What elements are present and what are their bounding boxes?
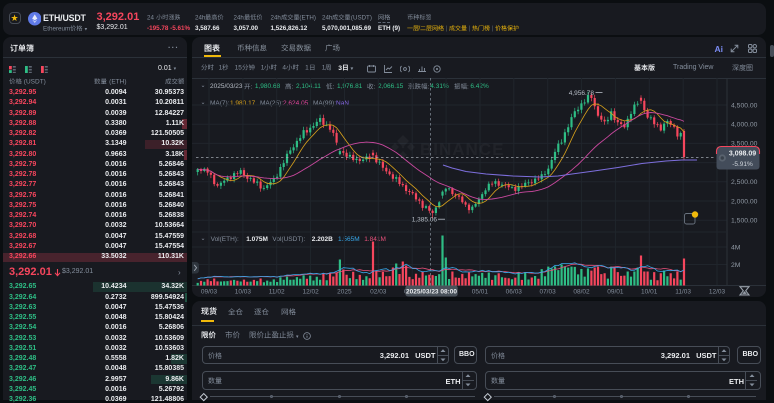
svg-text:2,500.00: 2,500.00 <box>731 179 758 186</box>
svg-text:11/02: 11/02 <box>269 288 285 295</box>
svg-text:09/03: 09/03 <box>201 288 218 295</box>
svg-text:4,956.78: 4,956.78 <box>569 90 595 97</box>
svg-text:4,500.00: 4,500.00 <box>731 102 758 109</box>
svg-text:1,500.00: 1,500.00 <box>731 218 758 225</box>
svg-text:08/02: 08/02 <box>573 288 590 295</box>
svg-text:3,098.09: 3,098.09 <box>729 150 756 157</box>
svg-text:2025/03/23 08:00: 2025/03/23 08:00 <box>406 288 457 295</box>
svg-text:1,385.06: 1,385.06 <box>412 217 438 224</box>
svg-text:3,500.00: 3,500.00 <box>731 141 758 148</box>
svg-text:11/03: 11/03 <box>675 288 691 295</box>
svg-text:-5.91%: -5.91% <box>732 161 753 168</box>
svg-text:06/03: 06/03 <box>506 288 523 295</box>
svg-text:2M: 2M <box>731 262 741 269</box>
svg-text:10/03: 10/03 <box>235 288 252 295</box>
svg-text:05/01: 05/01 <box>472 288 489 295</box>
svg-text:4,000.00: 4,000.00 <box>731 122 758 129</box>
svg-text:BINANCE: BINANCE <box>420 140 504 159</box>
svg-text:09/01: 09/01 <box>607 288 624 295</box>
svg-text:02/03: 02/03 <box>370 288 387 295</box>
svg-text:12/03: 12/03 <box>709 288 726 295</box>
svg-text:07/03: 07/03 <box>539 288 556 295</box>
svg-text:2025: 2025 <box>337 288 352 295</box>
svg-text:10/01: 10/01 <box>641 288 658 295</box>
svg-text:12/02: 12/02 <box>302 288 319 295</box>
svg-text:4M: 4M <box>731 244 741 251</box>
svg-text:2,000.00: 2,000.00 <box>731 198 758 205</box>
